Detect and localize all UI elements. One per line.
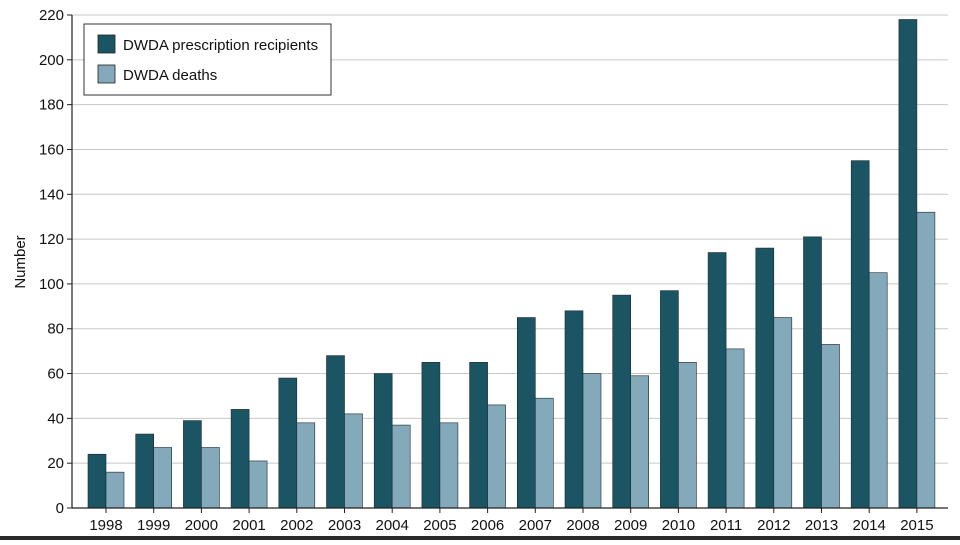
- bar-deaths: [725, 348, 745, 509]
- bar-prescription-recipients: [660, 290, 679, 509]
- y-tick-label: 40: [47, 410, 64, 427]
- y-tick-label: 180: [39, 97, 64, 114]
- bar-deaths: [439, 422, 459, 509]
- y-axis-label: Number: [12, 235, 29, 288]
- bar-prescription-recipients: [898, 19, 918, 509]
- legend-box: [83, 23, 332, 96]
- y-tick-label: 80: [47, 321, 64, 338]
- x-tick-label: 2006: [471, 517, 504, 534]
- x-tick-label: 2011: [710, 517, 742, 534]
- bar-deaths: [534, 397, 554, 509]
- bar-deaths: [773, 317, 793, 509]
- bar-deaths: [344, 413, 363, 509]
- bar-prescription-recipients: [326, 355, 345, 509]
- x-tick-label: 2000: [185, 517, 218, 534]
- bar-deaths: [296, 422, 316, 509]
- y-tick-labels: 0 20 40 60 80 100 120 140 160 180 200 220: [39, 7, 72, 517]
- legend-swatch-deaths: [97, 64, 116, 84]
- bar-prescription-recipients: [516, 317, 536, 509]
- legend-swatch-prescription-recipients: [97, 34, 116, 54]
- bar-deaths: [582, 373, 602, 509]
- bar-prescription-recipients: [469, 362, 488, 509]
- bar-deaths: [678, 362, 697, 509]
- x-tick-label: 2005: [423, 517, 456, 534]
- y-tick-label: 0: [56, 500, 64, 517]
- x-tick-label: 2015: [900, 517, 933, 534]
- bar-prescription-recipients: [421, 362, 441, 509]
- bar-deaths: [630, 375, 650, 509]
- gridlines: [72, 14, 948, 464]
- bottom-edge-strip: [0, 536, 960, 540]
- y-tick-label: 220: [39, 7, 64, 24]
- x-tick-label: 2008: [566, 517, 599, 534]
- x-tick-label: 2010: [662, 517, 695, 534]
- y-tick-label: 140: [39, 186, 64, 203]
- bar-prescription-recipients: [612, 294, 632, 509]
- x-tick-label: 2004: [376, 517, 409, 534]
- bar-deaths: [868, 272, 888, 509]
- x-tick-label: 2014: [853, 517, 886, 534]
- y-tick-label: 200: [39, 52, 64, 69]
- bar-deaths: [391, 424, 411, 509]
- bar-deaths: [153, 447, 172, 509]
- x-tick-label: 2009: [614, 517, 647, 534]
- legend: DWDA prescription recipients DWDA deaths: [83, 23, 332, 96]
- legend-label-deaths: DWDA deaths: [123, 67, 217, 84]
- bar-prescription-recipients: [135, 433, 154, 509]
- bar-prescription-recipients: [564, 310, 584, 509]
- bars: [87, 19, 936, 509]
- bar-prescription-recipients: [278, 377, 298, 509]
- bar-prescription-recipients: [707, 252, 727, 509]
- x-tick-labels: 1998 1999 2000 2001 2002 2003 2004 2005 2006 2007…: [89, 508, 934, 534]
- y-tick-label: 160: [39, 141, 64, 158]
- bar-prescription-recipients: [803, 236, 822, 509]
- y-tick-label: 120: [39, 231, 64, 248]
- bar-deaths: [201, 447, 220, 509]
- bar-prescription-recipients: [183, 420, 202, 509]
- x-tick-label: 2002: [280, 517, 313, 534]
- x-tick-label: 1998: [89, 517, 122, 534]
- axes: [71, 15, 948, 509]
- x-tick-label: 2001: [232, 517, 265, 534]
- x-tick-label: 1999: [137, 517, 170, 534]
- bar-deaths: [821, 344, 840, 509]
- x-tick-label: 2012: [757, 517, 790, 534]
- y-tick-label: 100: [39, 276, 64, 293]
- bar-prescription-recipients: [373, 373, 393, 509]
- y-tick-label: 20: [47, 455, 64, 472]
- bar-prescription-recipients: [850, 160, 870, 509]
- bar-prescription-recipients: [87, 453, 107, 509]
- x-tick-label: 2013: [805, 517, 838, 534]
- y-tick-label: 60: [47, 366, 64, 383]
- bar-prescription-recipients: [230, 409, 250, 509]
- x-tick-label: 2003: [328, 517, 361, 534]
- bar-prescription-recipients: [755, 247, 775, 509]
- x-tick-label: 2007: [519, 517, 552, 534]
- bar-deaths: [487, 404, 506, 509]
- bar-deaths: [916, 211, 936, 509]
- bar-deaths: [248, 460, 268, 509]
- legend-label-prescription-recipients: DWDA prescription recipients: [123, 37, 318, 54]
- bar-deaths: [105, 471, 125, 509]
